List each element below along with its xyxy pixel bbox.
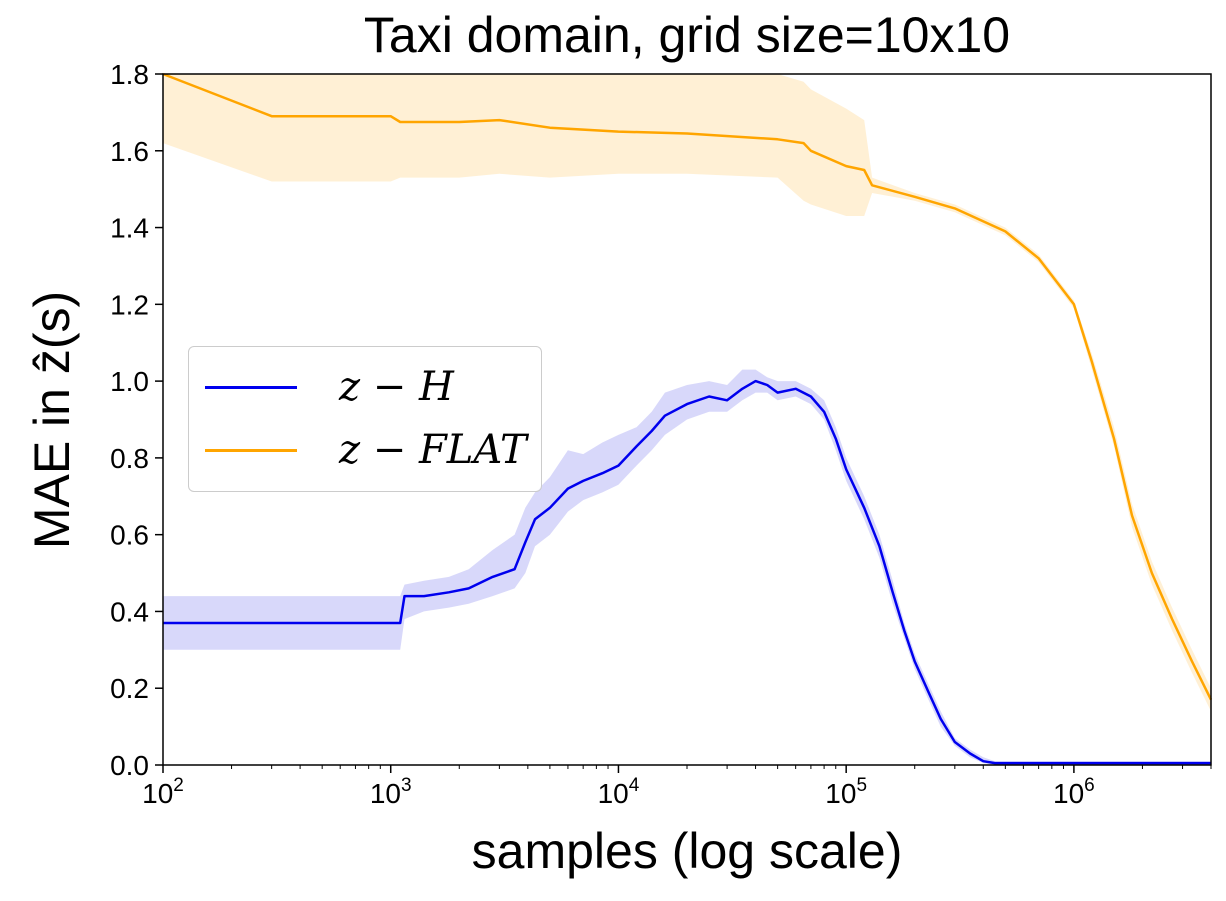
x-tick-label: 102 [142,775,184,809]
chart-title: Taxi domain, grid size=10x10 [363,7,1011,63]
x-tick-label: 105 [825,775,867,809]
legend-label-z-flat: z − FLAT [339,427,527,473]
x-tick-label: 104 [598,775,640,809]
legend: z − H z − FLAT [188,346,542,492]
legend-swatch-z-flat [205,448,297,452]
y-tick-label: 0.6 [110,520,149,551]
band-z-flat [163,74,1211,712]
y-tick-label: 1.8 [110,59,149,90]
series-line-z-flat [162,72,1213,701]
x-tick-label: 106 [1053,775,1095,809]
y-tick-label: 1.4 [110,213,149,244]
y-tick-label: 1.2 [110,289,149,320]
confidence-bands [163,74,1211,765]
y-tick-label: 1.6 [110,136,149,167]
legend-label-z-h: z − H [339,364,454,410]
y-tick-label: 0.8 [110,443,149,474]
legend-swatch-z-h [205,385,297,389]
y-tick-label: 1.0 [110,366,149,397]
series-lines [162,72,1213,765]
y-axis-ticks: 0.0 0.2 0.4 0.6 0.8 1.0 1.2 1.4 1.6 1.8 [110,59,163,781]
legend-item-z-flat: z − FLAT [205,427,527,473]
series-line-z-h [163,379,1211,765]
y-tick-label: 0.2 [110,673,149,704]
y-axis-label: MAE in ẑ(s) [24,290,80,550]
y-tick-label: 0.4 [110,596,149,627]
y-tick-label: 0.0 [110,750,149,781]
legend-item-z-h: z − H [205,364,454,410]
x-axis-label: samples (log scale) [471,823,903,879]
x-tick-label: 103 [370,775,412,809]
x-axis-ticks: 102 103 104 105 106 [142,765,1212,809]
